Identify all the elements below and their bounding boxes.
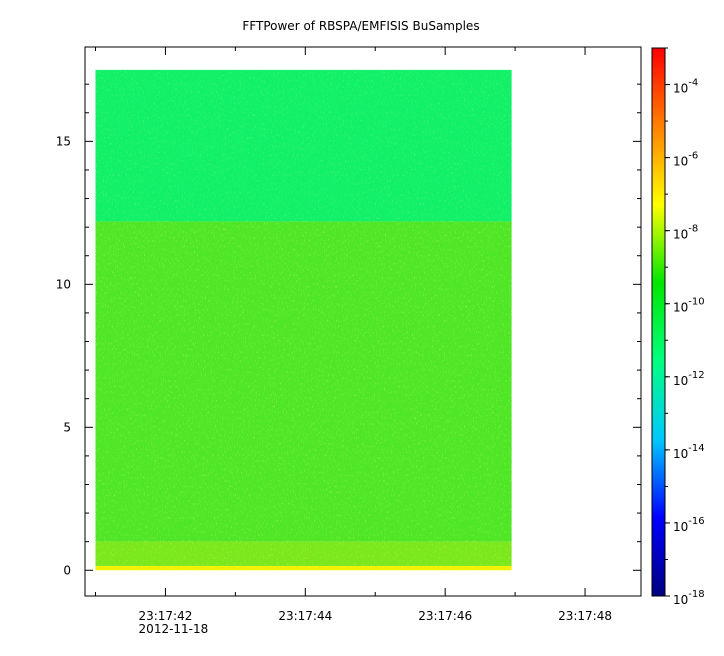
chart-title: FFTPower of RBSPA/EMFISIS BuSamples — [242, 19, 479, 33]
y-tick-label: 15 — [56, 134, 71, 148]
colorbar — [651, 47, 666, 597]
heatmap-band-4 — [95, 69, 512, 222]
y-tick-label: 0 — [63, 563, 71, 577]
colorbar-tick-label: 10-14 — [673, 443, 705, 461]
heatmap-band-3 — [95, 221, 512, 542]
x-tick-label: 23:17:42 — [138, 609, 192, 623]
heatmap-band-1 — [95, 541, 512, 566]
x-tick-date-label: 2012-11-18 — [139, 622, 209, 636]
x-tick-label: 23:17:46 — [418, 609, 472, 623]
colorbar-tick-label: 10-8 — [673, 224, 698, 242]
colorbar-tick-label: 10-18 — [673, 589, 705, 607]
colorbar-tick-label: 10-4 — [673, 78, 698, 96]
x-tick-label: 23:17:44 — [278, 609, 332, 623]
colorbar-tick-label: 10-6 — [673, 151, 698, 169]
colorbar-tick-label: 10-12 — [673, 370, 705, 388]
colorbar-tick-label: 10-16 — [673, 516, 705, 534]
heatmap-band-0 — [95, 565, 512, 571]
colorbar-tick-label: 10-10 — [673, 297, 705, 315]
y-tick-label: 10 — [56, 277, 71, 291]
y-axis: 0 5 10 15 — [56, 83, 641, 577]
spectrogram-heatmap — [95, 69, 512, 571]
y-tick-label: 5 — [63, 420, 71, 434]
x-tick-label: 23:17:48 — [558, 609, 612, 623]
colorbar-ticks: 10-18 10-16 10-14 10-12 10-10 10-8 10-6 10-4 — [665, 47, 705, 607]
